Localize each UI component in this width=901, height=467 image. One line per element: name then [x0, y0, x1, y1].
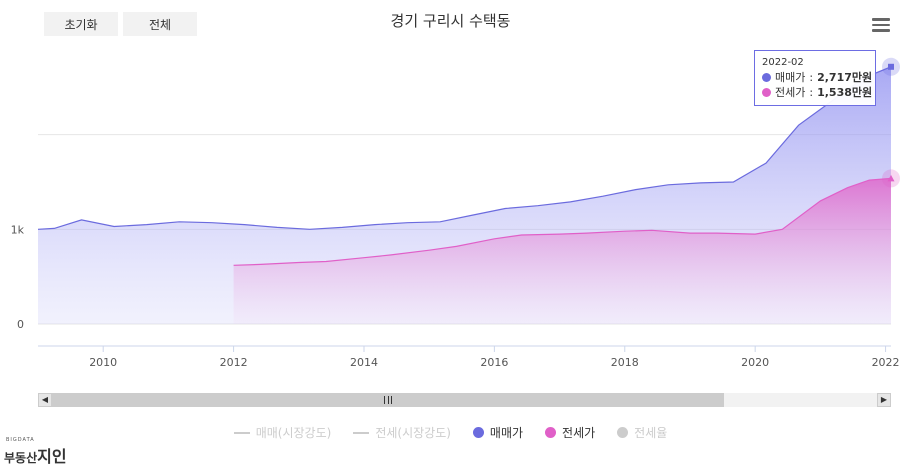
scroll-left-arrow-icon[interactable]: ◀ [38, 393, 52, 407]
tooltip-sale-value: 2,717만원 [817, 71, 873, 84]
tooltip-row-rent: 전세가: 1,538만원 [762, 85, 875, 100]
brand-main-text: 부동산지인 [4, 443, 67, 467]
legend-dot-icon [617, 427, 629, 438]
legend-item-5[interactable]: 전세율 [617, 424, 667, 441]
chart-plot: 2010 2012 2014 2016 2018 2020 2022 0 1k [11, 57, 900, 369]
x-tick-label: 2014 [350, 356, 378, 369]
x-tick-label: 2012 [220, 356, 248, 369]
legend-dot-icon [472, 427, 484, 438]
legend-label: 전세(시장강도) [375, 426, 451, 440]
scroll-right-arrow-icon[interactable]: ▶ [877, 393, 891, 407]
brand-suffix: 지인 [37, 447, 67, 466]
legend-item-4[interactable]: 전세가 [545, 424, 595, 441]
chart-tooltip: 2022-02 매매가: 2,717만원 전세가: 1,538만원 [754, 50, 876, 106]
series-marker-2 [887, 174, 895, 182]
brand-small-text: BIGDATA [6, 437, 35, 443]
legend-item-2[interactable]: 전세(시장강도) [353, 424, 451, 441]
tooltip-date: 2022-02 [762, 57, 804, 68]
y-tick-label: 0 [17, 318, 24, 331]
x-tick-label: 2022 [872, 356, 900, 369]
series-line-2 [233, 177, 892, 266]
x-tick-label: 2010 [89, 356, 117, 369]
legend-label: 매매(시장강도) [255, 426, 332, 440]
tooltip-rent-name: 전세가 [775, 86, 806, 99]
y-tick-label: 1k [11, 223, 25, 236]
legend-label: 전세가 [562, 426, 596, 440]
legend-line-icon [233, 431, 250, 434]
reset-button[interactable]: 초기화 [44, 12, 118, 36]
series-marker-1 [888, 63, 894, 70]
x-tick-label: 2016 [480, 356, 508, 369]
chart-scrollbar[interactable]: ◀ ▶ [38, 393, 891, 407]
series-line-1 [37, 66, 892, 230]
x-tick-label: 2018 [611, 356, 639, 369]
tooltip-row-sale: 매매가: 2,717만원 [762, 70, 875, 85]
tooltip-sale-name: 매매가 [775, 71, 806, 84]
legend-item-3[interactable]: 매매가 [472, 424, 524, 441]
chart-legend: 매매(시장강도) 전세(시장강도) 매매가 전세가 전세율 [0, 424, 901, 441]
rent-dot-icon [762, 88, 771, 97]
chart-title: 경기 구리시 수택동 [390, 12, 511, 30]
legend-dot-icon [545, 427, 557, 438]
legend-label: 매매가 [489, 426, 524, 440]
series-area-2 [233, 178, 892, 324]
tooltip-rent-value: 1,538만원 [817, 86, 873, 99]
hamburger-menu-icon[interactable] [872, 18, 890, 32]
brand-logo: BIGDATA 부동산지인 [4, 437, 74, 466]
legend-item-1[interactable]: 매매(시장강도) [233, 424, 332, 441]
brand-prefix: 부동산 [4, 451, 38, 465]
x-tick-label: 2020 [741, 356, 769, 369]
scroll-thumb[interactable] [52, 393, 724, 407]
legend-label: 전세율 [634, 426, 668, 440]
grip-icon [384, 396, 392, 404]
all-period-button[interactable]: 전체 [123, 12, 197, 36]
legend-line-icon [353, 431, 370, 434]
sale-dot-icon [762, 73, 771, 82]
